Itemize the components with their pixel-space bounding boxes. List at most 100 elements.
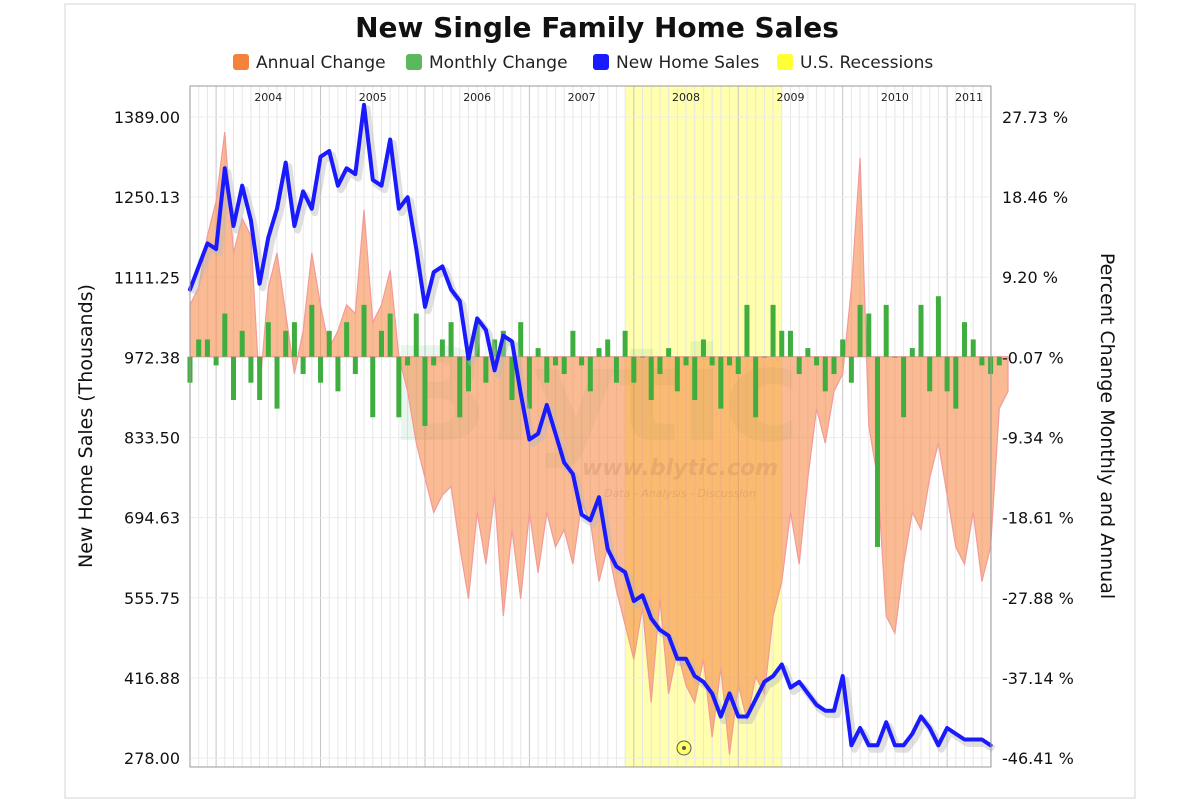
monthly-change-bar bbox=[909, 348, 915, 357]
monthly-change-bar bbox=[840, 339, 846, 357]
monthly-change-bar bbox=[918, 304, 924, 357]
monthly-change-bar bbox=[709, 356, 715, 366]
monthly-change-bar bbox=[962, 322, 968, 357]
monthly-change-bar bbox=[935, 296, 941, 357]
left-axis-label: New Home Sales (Thousands) bbox=[75, 284, 97, 568]
legend-label-2: New Home Sales bbox=[616, 53, 759, 73]
monthly-change-bar bbox=[509, 356, 515, 400]
monthly-change-bar bbox=[465, 356, 471, 392]
monthly-change-bar bbox=[544, 356, 550, 383]
monthly-change-bar bbox=[265, 322, 271, 357]
monthly-change-bar bbox=[570, 330, 576, 357]
right-tick-label-1: -37.14 % bbox=[1002, 669, 1074, 688]
monthly-change-bar bbox=[744, 304, 750, 357]
new-home-sales-line bbox=[188, 102, 993, 748]
monthly-change-bar bbox=[848, 356, 854, 383]
monthly-change-bar bbox=[953, 356, 959, 409]
left-tick-label-1: 416.88 bbox=[124, 669, 180, 688]
monthly-change-bar bbox=[318, 356, 324, 383]
monthly-change-bar bbox=[291, 322, 297, 357]
monthly-change-bar bbox=[927, 356, 933, 392]
monthly-change-bar bbox=[274, 356, 280, 409]
monthly-change-bar bbox=[631, 356, 637, 383]
event-marker-dot bbox=[682, 746, 686, 750]
monthly-change-bar bbox=[213, 356, 219, 366]
monthly-change-bar bbox=[405, 356, 411, 366]
top-year-label-4: 2008 bbox=[672, 91, 700, 104]
legend: Annual Change Monthly Change New Home Sale… bbox=[233, 53, 933, 73]
monthly-change-bar bbox=[587, 356, 593, 392]
monthly-change-bar bbox=[309, 304, 315, 357]
left-tick-label-3: 694.63 bbox=[124, 509, 180, 528]
monthly-change-bar bbox=[579, 356, 585, 366]
top-year-label-2: 2006 bbox=[463, 91, 491, 104]
monthly-change-bar bbox=[979, 356, 985, 366]
right-tick-label-3: -18.61 % bbox=[1002, 509, 1074, 528]
left-axis-ticks: 278.00 416.88 555.75 694.63 833.50 972.38 1111… bbox=[114, 108, 180, 768]
legend-label-1: Monthly Change bbox=[429, 53, 568, 73]
monthly-change-bar bbox=[518, 322, 524, 357]
monthly-change-bar bbox=[561, 356, 567, 375]
monthly-change-bar bbox=[492, 339, 498, 357]
monthly-change-bar bbox=[526, 356, 532, 409]
right-tick-label-6: 9.20 % bbox=[1002, 268, 1058, 287]
monthly-change-bar bbox=[387, 313, 393, 357]
monthly-change-bar bbox=[683, 356, 689, 366]
monthly-change-bar bbox=[613, 356, 619, 383]
monthly-change-bar bbox=[666, 348, 672, 357]
monthly-change-bar bbox=[535, 348, 541, 357]
legend-label-3: U.S. Recessions bbox=[800, 53, 933, 73]
annual-change-area-layer bbox=[189, 131, 1009, 755]
monthly-change-bar bbox=[866, 313, 872, 357]
monthly-change-bar bbox=[283, 330, 289, 357]
monthly-change-bar bbox=[831, 356, 837, 375]
right-tick-label-2: -27.88 % bbox=[1002, 589, 1074, 608]
right-tick-label-8: 27.73 % bbox=[1002, 108, 1068, 127]
legend-item-0: Annual Change bbox=[233, 53, 386, 73]
left-tick-label-4: 833.50 bbox=[124, 429, 180, 448]
right-tick-label-5: -0.07 % bbox=[1002, 348, 1064, 367]
left-tick-label-6: 1111.25 bbox=[114, 268, 180, 287]
legend-item-3: U.S. Recessions bbox=[777, 53, 933, 73]
monthly-change-bar bbox=[239, 330, 245, 357]
top-year-label-6: 2010 bbox=[881, 91, 909, 104]
monthly-change-bar-layer bbox=[187, 296, 1002, 547]
monthly-change-bar bbox=[335, 356, 341, 392]
right-axis-ticks: -46.41 % -37.14 % -27.88 % -18.61 % -9.34 % -… bbox=[1002, 108, 1074, 768]
monthly-change-bar bbox=[814, 356, 820, 366]
plot-frame bbox=[189, 85, 992, 768]
top-year-label-3: 2007 bbox=[568, 91, 596, 104]
left-tick-label-8: 1389.00 bbox=[114, 108, 180, 127]
left-tick-label-5: 972.38 bbox=[124, 348, 180, 367]
monthly-change-bar bbox=[361, 304, 367, 357]
monthly-change-bar bbox=[439, 339, 445, 357]
monthly-change-bar bbox=[761, 356, 767, 358]
monthly-change-bar bbox=[553, 356, 559, 366]
monthly-change-bar bbox=[396, 356, 402, 418]
top-year-label-5: 2009 bbox=[776, 91, 804, 104]
monthly-change-bar bbox=[204, 339, 210, 357]
new-home-sales-line-shadow bbox=[189, 105, 996, 753]
monthly-change-bar bbox=[326, 330, 332, 357]
monthly-change-bar bbox=[378, 330, 384, 357]
annual-change-area bbox=[189, 131, 1009, 755]
monthly-change-bar bbox=[770, 304, 776, 357]
monthly-change-bar bbox=[483, 356, 489, 383]
right-axis-label: Percent Change Monthly and Annual bbox=[1096, 253, 1118, 599]
monthly-change-bar bbox=[735, 356, 741, 375]
monthly-change-bar bbox=[857, 304, 863, 357]
monthly-change-bar bbox=[413, 313, 419, 357]
monthly-change-bar bbox=[457, 356, 463, 418]
monthly-change-bar bbox=[640, 356, 646, 358]
left-tick-label-2: 555.75 bbox=[124, 589, 180, 608]
left-tick-label-0: 278.00 bbox=[124, 749, 180, 768]
monthly-change-bar bbox=[474, 322, 480, 357]
monthly-change-bar bbox=[901, 356, 907, 418]
monthly-change-bar bbox=[352, 356, 358, 375]
legend-swatch-3 bbox=[777, 54, 793, 70]
monthly-change-bar bbox=[787, 330, 793, 357]
monthly-change-bar bbox=[605, 339, 611, 357]
monthly-change-bar bbox=[970, 339, 976, 357]
monthly-change-bar bbox=[431, 356, 437, 366]
